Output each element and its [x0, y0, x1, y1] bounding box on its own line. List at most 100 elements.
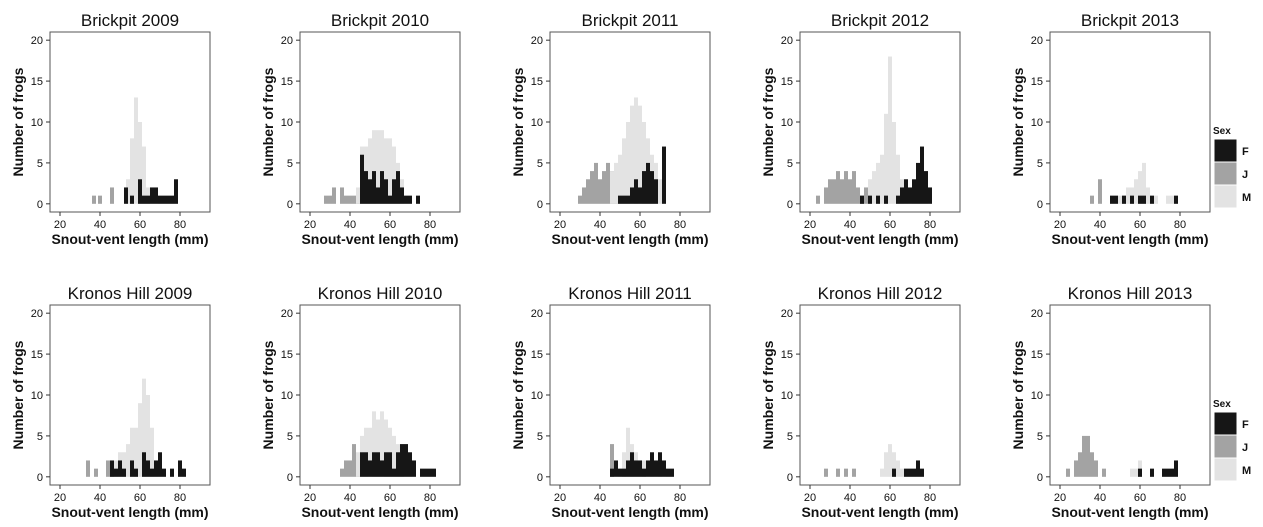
y-tick-label: 15 — [531, 76, 543, 88]
bar-F-68 — [654, 179, 658, 204]
bar-M-64 — [146, 187, 150, 204]
panel-7: Kronos Hill 2010 0 5 10 15 20 20 40 60 80Snout-ve… — [260, 284, 461, 520]
bar-F-74 — [666, 468, 670, 477]
bar-F-66 — [1150, 195, 1154, 204]
bar-F-74 — [416, 195, 420, 204]
bar-F-74 — [916, 162, 920, 204]
bar-F-46 — [610, 468, 614, 477]
bar-F-78 — [1174, 195, 1178, 204]
bar-F-80 — [428, 468, 432, 477]
bar-F-62 — [392, 179, 396, 204]
bar-M-58 — [1134, 468, 1138, 477]
panel-title: Brickpit 2013 — [1081, 11, 1179, 30]
bar-M-56 — [1130, 187, 1134, 204]
bar-M-52 — [372, 411, 376, 477]
bar-F-76 — [1170, 468, 1174, 477]
bar-F-72 — [162, 195, 166, 204]
x-axis-label: Snout-vent length (mm) — [301, 231, 458, 247]
y-tick-label: 20 — [281, 35, 293, 47]
y-tick-label: 10 — [531, 390, 543, 402]
bar-F-50 — [618, 195, 622, 204]
panel-title: Brickpit 2010 — [331, 11, 429, 30]
y-tick-label: 20 — [531, 35, 543, 47]
y-tick-label: 15 — [531, 349, 543, 361]
bar-M-44 — [356, 187, 360, 204]
x-tick-label: 40 — [344, 492, 356, 504]
bar-F-68 — [904, 468, 908, 477]
bar-F-58 — [634, 460, 638, 477]
y-tick-label: 10 — [281, 390, 293, 402]
bar-F-58 — [384, 179, 388, 204]
x-tick-label: 20 — [554, 492, 566, 504]
bar-F-54 — [376, 187, 380, 204]
y-tick-label: 20 — [781, 35, 793, 47]
bar-M-54 — [126, 444, 130, 477]
bar-F-78 — [174, 179, 178, 204]
panel-5: Brickpit 2013 0 5 10 15 20 20 40 60 80Snout-vent … — [1010, 11, 1211, 247]
bar-J-34 — [1086, 435, 1090, 477]
plot-frame — [1049, 31, 1211, 213]
bar-M-56 — [1130, 468, 1134, 477]
x-tick-label: 20 — [304, 219, 316, 231]
bar-J-40 — [348, 460, 352, 477]
bar-F-56 — [630, 452, 634, 477]
y-tick-label: 15 — [1031, 76, 1043, 88]
y-tick-label: 15 — [31, 349, 43, 361]
bar-M-58 — [134, 97, 138, 204]
bar-J-42 — [352, 444, 356, 477]
bar-F-64 — [146, 460, 150, 477]
x-tick-label: 20 — [1054, 492, 1066, 504]
bar-M-54 — [626, 427, 630, 477]
bar-F-64 — [396, 171, 400, 204]
bar-J-38 — [844, 468, 848, 477]
bar-J-36 — [1090, 452, 1094, 477]
x-tick-label: 60 — [634, 492, 646, 504]
bar-M-64 — [146, 395, 150, 477]
bar-J-28 — [824, 187, 828, 204]
bar-J-38 — [594, 162, 598, 204]
x-tick-label: 20 — [554, 219, 566, 231]
bar-F-72 — [162, 468, 166, 477]
legend-swatch-F — [1213, 411, 1238, 436]
legend-swatch-M — [1213, 184, 1238, 209]
legend-label-M: M — [1242, 192, 1251, 204]
bar-F-72 — [412, 460, 416, 477]
bar-J-36 — [1090, 195, 1094, 204]
legend-label-J: J — [1242, 442, 1248, 454]
bar-J-44 — [106, 460, 110, 477]
bar-F-62 — [1142, 195, 1146, 204]
bar-J-32 — [582, 187, 586, 204]
legend-swatch-J — [1213, 161, 1238, 186]
y-tick-label: 15 — [31, 76, 43, 88]
x-tick-label: 20 — [804, 492, 816, 504]
bar-J-42 — [852, 171, 856, 204]
y-tick-label: 0 — [787, 199, 793, 211]
bar-M-56 — [880, 154, 884, 204]
y-axis-label: Number of frogs — [1010, 67, 1026, 176]
bar-M-62 — [392, 146, 396, 204]
bar-J-28 — [824, 468, 828, 477]
bar-F-58 — [634, 179, 638, 204]
x-tick-label: 40 — [344, 219, 356, 231]
y-tick-label: 15 — [781, 349, 793, 361]
legend-swatch-F — [1213, 138, 1238, 163]
bar-M-50 — [1118, 195, 1122, 204]
bar-J-38 — [344, 195, 348, 204]
bar-M-58 — [634, 97, 638, 204]
bar-F-68 — [654, 460, 658, 477]
bar-F-54 — [376, 452, 380, 477]
bar-F-56 — [380, 460, 384, 477]
bar-F-64 — [646, 162, 650, 204]
bar-F-66 — [150, 187, 154, 204]
bar-F-46 — [360, 154, 364, 204]
bar-J-36 — [340, 468, 344, 477]
bar-M-52 — [122, 452, 126, 477]
y-tick-label: 5 — [1037, 431, 1043, 443]
x-tick-label: 60 — [384, 219, 396, 231]
panel-title: Kronos Hill 2010 — [318, 284, 443, 303]
bar-F-66 — [150, 468, 154, 477]
bar-F-66 — [900, 187, 904, 204]
bar-F-48 — [364, 452, 368, 477]
bar-F-70 — [908, 468, 912, 477]
bar-F-60 — [638, 460, 642, 477]
